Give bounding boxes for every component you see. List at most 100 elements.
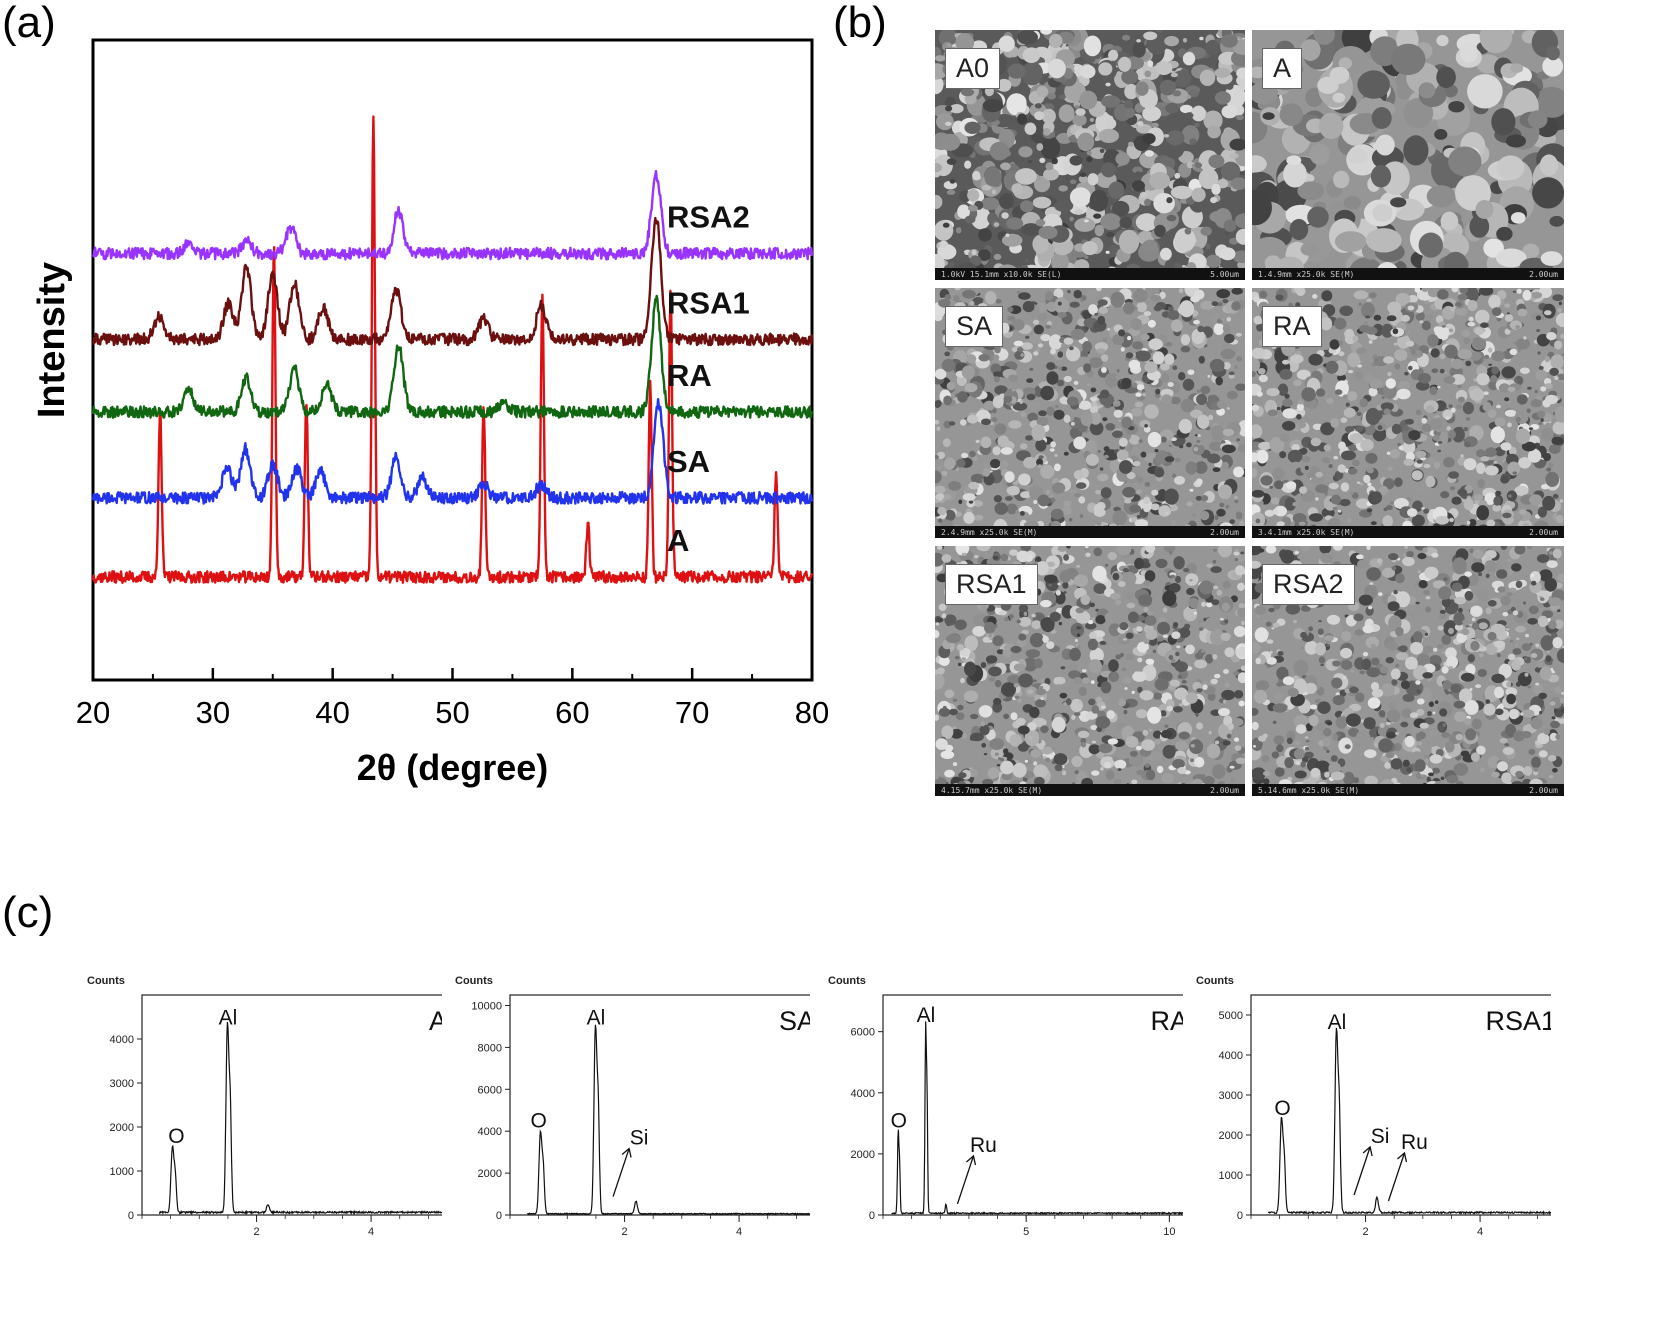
series-line-rsa1 (91, 216, 814, 347)
eds-spectrum-ra: Counts 0 2000 4000 6000 5 10 RA O Al Ru (828, 975, 1183, 1238)
arrow-head (1362, 1145, 1373, 1157)
counts-label: Counts (1196, 975, 1234, 987)
sem-image-rsa1: RSA1 4.15.7mm x25.0k SE(M) 2.00um (935, 546, 1245, 796)
peak-label-si: Si (1371, 1125, 1390, 1148)
sem-image-a: A 1.4.9mm x25.0k SE(M) 2.00um (1252, 30, 1564, 280)
arrow-head (966, 1154, 977, 1166)
x-tick-label: 2 (1362, 1226, 1368, 1238)
x-tick-label: 4 (368, 1226, 374, 1238)
series-line-a (91, 115, 814, 584)
series-line-sa (91, 398, 814, 505)
sem-image-rsa2: RSA2 5.14.6mm x25.0k SE(M) 2.00um (1252, 546, 1564, 796)
peak-label-al: Al (219, 1006, 238, 1029)
eds-spectrum-line (891, 1021, 1183, 1216)
peak-arrow (1353, 1146, 1371, 1196)
sem-scale-text: 2.00um (1529, 270, 1558, 279)
sem-info-bar: 2.4.9mm x25.0k SE(M) 2.00um (935, 526, 1245, 538)
sem-label: A (1262, 48, 1303, 89)
eds-frame (882, 994, 1183, 1216)
peak-label-o: O (891, 1110, 907, 1133)
eds-title: A (429, 1006, 442, 1036)
sem-scale-text: 2.00um (1529, 528, 1558, 537)
eds-frame (509, 994, 810, 1216)
y-tick-label: 1000 (1219, 1170, 1243, 1182)
sem-info-text: 3.4.1mm x25.0k SE(M) (1258, 528, 1355, 537)
peak-label-si: Si (630, 1127, 649, 1150)
y-tick-label: 0 (128, 1210, 134, 1222)
peak-label-al: Al (587, 1007, 606, 1030)
sem-label: RSA1 (945, 564, 1038, 605)
series-label-a: A (667, 523, 689, 558)
sem-label: A0 (945, 48, 1001, 89)
y-axis-label: Intensity (31, 262, 73, 418)
counts-label: Counts (455, 975, 493, 987)
x-tick-label: 40 (315, 695, 349, 730)
eds-frame (1250, 994, 1551, 1216)
arrow-head (621, 1147, 632, 1158)
y-tick-label: 5000 (1219, 1010, 1243, 1022)
sem-label: RA (1262, 306, 1322, 347)
eds-spectrum-line (526, 1024, 810, 1216)
x-tick-label: 80 (795, 695, 829, 730)
eds-spectrum-sa: Counts 0 2000 4000 6000 8000 10000 2 4 SA O Al Si (455, 975, 810, 1238)
series-line-ra (91, 294, 814, 419)
peak-label-ru: Ru (1401, 1131, 1428, 1154)
x-tick-label: 60 (555, 695, 589, 730)
y-tick-label: 4000 (1219, 1050, 1243, 1062)
eds-spectrum-rsa1: Counts 0 1000 2000 3000 4000 5000 2 4 RSA1 O Al Si Ru (1196, 975, 1551, 1238)
peak-label-al: Al (1328, 1011, 1347, 1034)
sem-info-bar: 1.0kV 15.1mm x10.0k SE(L) 5.00um (935, 268, 1245, 280)
sem-info-bar: 4.15.7mm x25.0k SE(M) 2.00um (935, 784, 1245, 796)
sem-scale-text: 2.00um (1210, 528, 1239, 537)
x-tick-label: 4 (1477, 1226, 1483, 1238)
panel-label-c: (c) (2, 888, 54, 937)
eds-title: RSA1 (1485, 1006, 1551, 1036)
y-tick-label: 1000 (110, 1166, 134, 1178)
peak-label-ru: Ru (970, 1134, 997, 1157)
sem-info-text: 5.14.6mm x25.0k SE(M) (1258, 786, 1360, 795)
y-tick-label: 2000 (851, 1149, 875, 1161)
sem-info-text: 1.4.9mm x25.0k SE(M) (1258, 270, 1355, 279)
peak-label-o: O (168, 1125, 184, 1148)
sem-image-ra: RA 3.4.1mm x25.0k SE(M) 2.00um (1252, 288, 1564, 538)
eds-frame (141, 994, 442, 1216)
sem-info-bar: 3.4.1mm x25.0k SE(M) 2.00um (1252, 526, 1564, 538)
panel-label-b: (b) (833, 0, 887, 47)
x-tick-label: 10 (1163, 1226, 1175, 1238)
y-tick-label: 2000 (478, 1168, 502, 1180)
sem-info-text: 1.0kV 15.1mm x10.0k SE(L) (941, 270, 1062, 279)
peak-label-o: O (1274, 1097, 1290, 1120)
y-tick-label: 3000 (110, 1078, 134, 1090)
arrow-head (1397, 1151, 1408, 1163)
sem-scale-text: 2.00um (1529, 786, 1558, 795)
x-tick-label: 30 (196, 695, 230, 730)
sem-info-bar: 5.14.6mm x25.0k SE(M) 2.00um (1252, 784, 1564, 796)
peak-arrow (1387, 1152, 1406, 1202)
sem-scale-text: 2.00um (1210, 786, 1239, 795)
counts-label: Counts (828, 975, 866, 987)
x-tick-label: 2 (253, 1226, 259, 1238)
x-tick-label: 70 (675, 695, 709, 730)
xrd-chart: 20 30 40 50 60 70 80 2θ (degree) Intensity A SA RA R… (31, 38, 829, 788)
x-tick-label: 20 (76, 695, 110, 730)
sem-image-grid: A0 1.0kV 15.1mm x10.0k SE(L) 5.00um A 1.4.9m… (935, 30, 1665, 803)
eds-spectrum-a: Counts 0 1000 2000 3000 4000 2 4 A O Al (87, 975, 442, 1238)
series-line-rsa2 (91, 169, 814, 261)
sem-label: RSA2 (1262, 564, 1355, 605)
sem-scale-text: 5.00um (1210, 270, 1239, 279)
y-tick-label: 6000 (478, 1084, 502, 1096)
sem-info-text: 4.15.7mm x25.0k SE(M) (941, 786, 1043, 795)
x-tick-label: 2 (621, 1226, 627, 1238)
x-tick-label: 5 (1023, 1226, 1029, 1238)
y-tick-label: 0 (1237, 1210, 1243, 1222)
y-tick-label: 6000 (851, 1027, 875, 1039)
y-tick-label: 10000 (471, 1000, 502, 1012)
sem-info-text: 2.4.9mm x25.0k SE(M) (941, 528, 1038, 537)
eds-spectrum-line (1267, 1027, 1551, 1216)
eds-spectra-row: Counts 0 1000 2000 3000 4000 2 4 A O Al Counts 0 2000… (0, 960, 1666, 1321)
x-tick-label: 50 (435, 695, 469, 730)
y-tick-label: 4000 (851, 1088, 875, 1100)
sem-image-sa: SA 2.4.9mm x25.0k SE(M) 2.00um (935, 288, 1245, 538)
y-tick-label: 4000 (478, 1126, 502, 1138)
peak-arrow (612, 1148, 630, 1197)
